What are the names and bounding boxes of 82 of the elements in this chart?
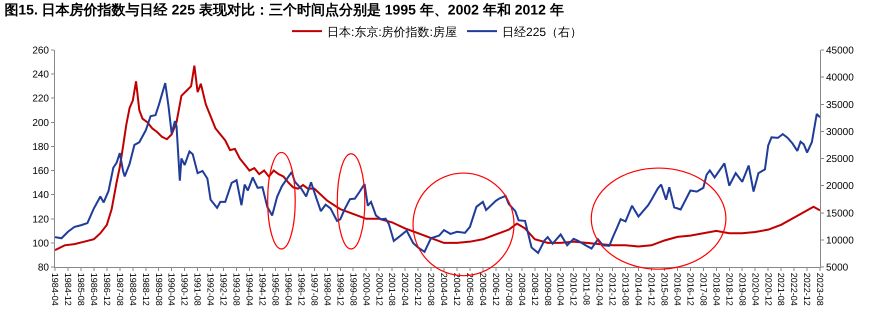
y-tick-label: 200	[32, 118, 50, 129]
x-tick-label: 1994-04	[244, 272, 255, 306]
x-tick-label: 1999-08	[348, 272, 358, 306]
x-tick-label: 1989-08	[154, 272, 164, 306]
y2-tick-label: 25000	[826, 154, 854, 165]
y2-tick-label: 20000	[826, 181, 854, 192]
x-tick-label: 1986-04	[88, 272, 99, 306]
chart-title: 图15. 日本房价指数与日经 225 表现对比：三个时间点分别是 1995 年、2002 年和 2012 年	[4, 2, 564, 18]
x-tick-label: 2016-04	[672, 272, 682, 306]
x-tick-label: 2014-04	[634, 272, 644, 306]
x-tick-label: 1984-04	[50, 272, 60, 306]
x-tick-label: 1995-08	[270, 272, 280, 306]
x-tick-label: 1998-12	[335, 272, 346, 306]
y-tick-label: 140	[32, 190, 50, 202]
x-tick-label: 2019-08	[737, 272, 748, 306]
x-tick-label: 2005-08	[465, 272, 476, 306]
x-tick-label: 2012-04	[594, 272, 605, 306]
x-tick-label: 1992-04	[206, 272, 216, 306]
y-tick-label: 120	[32, 214, 50, 226]
x-tick-label: 2020-04	[750, 272, 760, 306]
y-tick-label: 160	[32, 166, 50, 178]
y2-tick-label: 40000	[826, 72, 854, 84]
x-tick-label: 2015-08	[659, 272, 670, 306]
x-tick-label: 1990-04	[166, 272, 177, 306]
legend-label: 日本:东京:房价指数:房屋	[327, 24, 458, 39]
x-tick-label: 1986-12	[102, 272, 112, 306]
x-tick-label: 2008-04	[516, 272, 527, 306]
x-tick-label: 1996-12	[296, 272, 306, 306]
x-tick-label: 2003-08	[426, 272, 436, 306]
x-tick-label: 2007-08	[504, 272, 514, 306]
y-tick-label: 100	[32, 238, 50, 250]
x-tick-label: 2000-04	[361, 272, 372, 306]
x-tick-label: 2006-04	[478, 272, 488, 306]
y2-tick-label: 30000	[826, 126, 854, 138]
legend-label: 日经225（右）	[502, 24, 582, 39]
x-tick-label: 1993-08	[232, 272, 242, 306]
y2-tick-label: 15000	[826, 208, 854, 220]
x-tick-label: 1994-12	[258, 272, 268, 306]
x-tick-label: 2014-12	[646, 272, 657, 306]
x-tick-label: 2023-08	[815, 272, 826, 306]
y-tick-label: 260	[32, 46, 50, 56]
y2-tick-label: 45000	[826, 46, 854, 56]
x-tick-label: 1997-08	[309, 272, 320, 306]
x-tick-label: 1991-08	[192, 272, 203, 306]
x-tick-label: 1987-08	[114, 272, 125, 306]
y2-tick-label: 35000	[826, 100, 854, 111]
x-tick-label: 2000-12	[374, 272, 384, 306]
y-tick-label: 180	[32, 142, 50, 153]
x-tick-label: 2002-04	[400, 272, 410, 306]
x-tick-label: 1996-04	[283, 272, 294, 306]
x-tick-label: 1985-08	[76, 272, 86, 306]
x-tick-label: 2001-08	[387, 272, 398, 306]
x-tick-label: 2004-12	[452, 272, 462, 306]
x-tick-label: 2021-08	[776, 272, 786, 306]
y-tick-label: 80	[38, 262, 50, 274]
x-tick-label: 2022-04	[789, 272, 800, 306]
x-tick-label: 2012-12	[608, 272, 618, 306]
x-tick-label: 2022-12	[802, 272, 812, 306]
x-tick-label: 2016-12	[685, 272, 696, 306]
x-tick-label: 2018-04	[711, 272, 722, 306]
x-tick-label: 2010-12	[568, 272, 579, 306]
x-tick-label: 1988-04	[128, 272, 138, 306]
x-tick-label: 2017-08	[698, 272, 708, 306]
x-tick-label: 2006-12	[490, 272, 501, 306]
x-tick-label: 2018-12	[724, 272, 734, 306]
x-tick-label: 2020-12	[763, 272, 774, 306]
x-tick-label: 2004-04	[439, 272, 450, 306]
x-tick-label: 1984-12	[63, 272, 74, 306]
x-tick-label: 1992-12	[218, 272, 229, 306]
x-tick-label: 2009-08	[542, 272, 553, 306]
x-tick-label: 1988-12	[140, 272, 151, 306]
x-tick-label: 2010-04	[556, 272, 566, 306]
x-tick-label: 2013-08	[620, 272, 631, 306]
y-tick-label: 240	[32, 70, 50, 81]
x-tick-label: 2011-08	[582, 272, 592, 306]
y2-tick-label: 10000	[826, 235, 854, 246]
x-tick-label: 1990-12	[180, 272, 190, 306]
y-tick-label: 220	[32, 94, 50, 105]
x-tick-label: 2002-12	[413, 272, 424, 306]
y2-tick-label: 5000	[826, 262, 849, 274]
x-tick-label: 1998-04	[322, 272, 332, 306]
x-tick-label: 2008-12	[530, 272, 540, 306]
